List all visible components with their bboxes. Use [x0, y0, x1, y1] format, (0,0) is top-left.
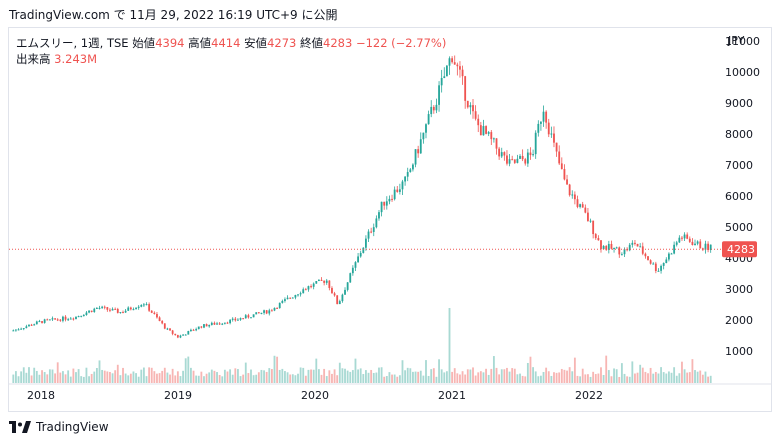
legend-open-value: 4394 [155, 36, 185, 50]
legend-low-label: 安値 [244, 36, 268, 50]
chart-frame [8, 27, 772, 412]
legend-open-label: 始値 [132, 36, 156, 50]
legend-high-label: 高値 [188, 36, 212, 50]
footer-brand: TradingView [36, 420, 109, 434]
legend-close-label: 終値 [300, 36, 323, 50]
legend-volume-label: 出来高 [16, 52, 51, 66]
legend-ohlc-row: エムスリー, 1週, TSE 始値4394 高値4414 安値4273 終値42… [16, 35, 446, 51]
legend-symbol: エムスリー, 1週, TSE [16, 36, 129, 50]
tradingview-logo-icon [9, 421, 31, 433]
legend-low-value: 4273 [267, 36, 297, 50]
legend-volume-value: 3.243M [54, 52, 98, 66]
legend-high-value: 4414 [211, 36, 241, 50]
legend-close-value: 4283 [323, 36, 353, 50]
chart-legend: エムスリー, 1週, TSE 始値4394 高値4414 安値4273 終値42… [16, 35, 446, 67]
legend-change-value: −122 (−2.77%) [355, 36, 447, 50]
publish-attribution: TradingView.com で 11月 29, 2022 16:19 UTC… [9, 8, 338, 22]
legend-volume-row: 出来高 3.243M [16, 51, 446, 67]
footer: TradingView [9, 420, 109, 434]
